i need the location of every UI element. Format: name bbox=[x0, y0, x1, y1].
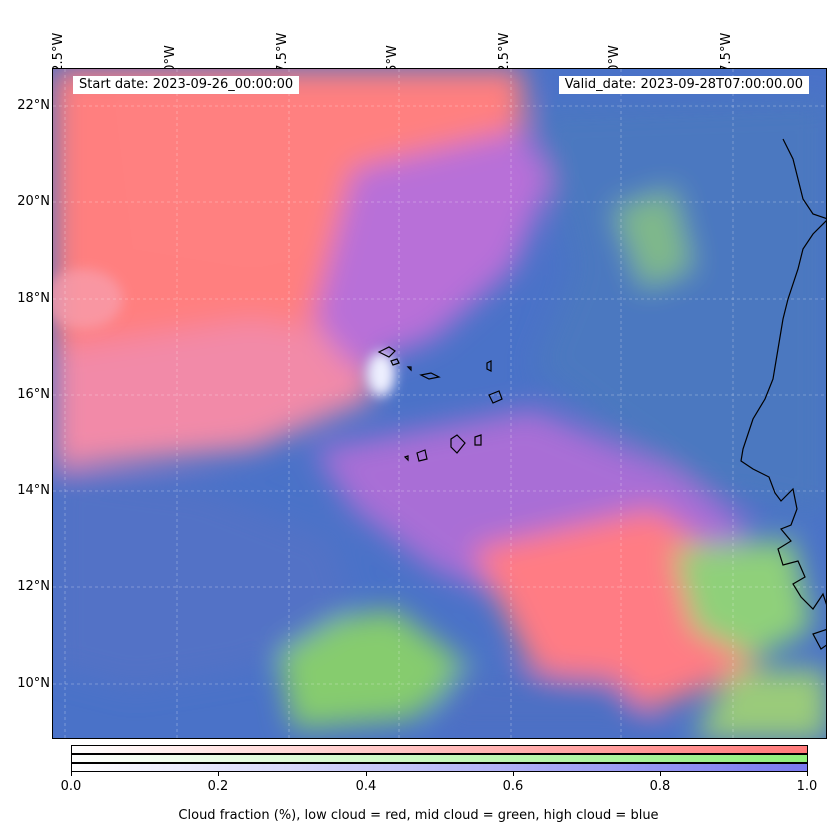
colorbar-tick bbox=[513, 772, 514, 776]
graticule bbox=[53, 69, 826, 738]
lat-label-22n: 22°N bbox=[17, 98, 50, 113]
mid-cloud-patch-2 bbox=[673, 539, 813, 659]
africa-coastline-north bbox=[782, 138, 826, 219]
island-santa-luzia bbox=[406, 366, 412, 372]
island-santiago bbox=[450, 434, 466, 454]
colorbar-tick-label-0-4: 0.4 bbox=[355, 779, 377, 794]
lat-label-20n: 20°N bbox=[17, 194, 50, 209]
colorbar bbox=[71, 745, 808, 772]
islands bbox=[377, 346, 503, 462]
high-cloud-east bbox=[533, 99, 826, 519]
low-cloud-blob bbox=[53, 269, 123, 329]
mid-cloud-southwest bbox=[273, 609, 473, 729]
start-date-label: Start date: 2023-09-26_00:00:00 bbox=[73, 76, 300, 94]
high-cloud-south bbox=[433, 669, 672, 738]
clear-patch bbox=[367, 352, 395, 396]
colorbar-tick bbox=[366, 772, 367, 776]
mixed-cloud-band bbox=[313, 129, 553, 369]
map-canvas bbox=[53, 69, 826, 738]
colorbar-tick-label-0-8: 0.8 bbox=[649, 779, 671, 794]
colorbar-tick-label-0-6: 0.6 bbox=[502, 779, 524, 794]
colorbar-tick bbox=[660, 772, 661, 776]
colorbar-caption: Cloud fraction (%), low cloud = red, mid… bbox=[178, 808, 659, 823]
valid-date-label: Valid_date: 2023-09-28T07:00:00.00 bbox=[558, 76, 809, 94]
africa-coastline bbox=[740, 220, 826, 650]
island-fogo bbox=[416, 449, 428, 462]
lat-label-10n: 10°N bbox=[17, 676, 50, 691]
island-sao-nicolau bbox=[419, 372, 441, 380]
low-cloud-pink bbox=[53, 319, 373, 469]
mid-cloud-patch-3 bbox=[694, 669, 826, 738]
colorbar-tick bbox=[807, 772, 808, 776]
high-cloud-southwest bbox=[53, 469, 353, 689]
colorbar-low-cloud bbox=[71, 745, 808, 754]
colorbar-mid-cloud bbox=[71, 754, 808, 763]
island-boa-vista bbox=[488, 390, 503, 404]
colorbar-tick-label-1: 1.0 bbox=[796, 779, 818, 794]
cloud-fraction-map bbox=[52, 68, 827, 739]
colorbar-tick-label-0-2: 0.2 bbox=[207, 779, 229, 794]
colorbar-tick-label-0: 0.0 bbox=[60, 779, 82, 794]
island-sao-vicente bbox=[390, 358, 400, 366]
island-sal bbox=[486, 360, 492, 372]
colorbar-high-cloud bbox=[71, 763, 808, 772]
lat-label-12n: 12°N bbox=[17, 579, 50, 594]
colorbar-tick bbox=[71, 772, 72, 776]
colorbar-tick bbox=[218, 772, 219, 776]
lat-label-14n: 14°N bbox=[17, 483, 50, 498]
island-maio bbox=[474, 434, 482, 446]
island-brava bbox=[403, 455, 409, 462]
island-santo-antao bbox=[377, 346, 396, 358]
lat-label-16n: 16°N bbox=[17, 387, 50, 402]
lat-label-18n: 18°N bbox=[17, 291, 50, 306]
mid-cloud-patch-1 bbox=[613, 189, 693, 289]
